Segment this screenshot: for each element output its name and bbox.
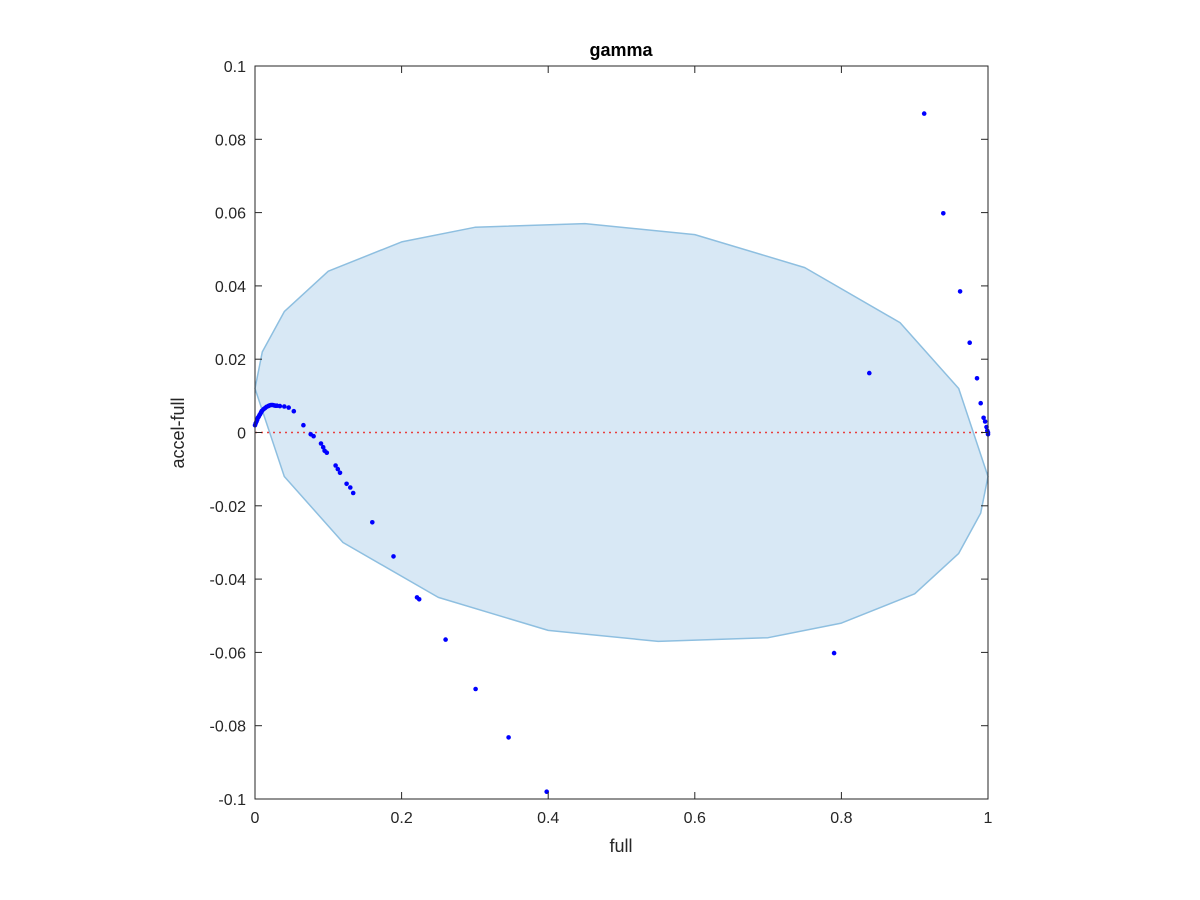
data-point — [506, 735, 511, 740]
y-tick-label: -0.08 — [210, 719, 247, 736]
data-point — [957, 289, 963, 294]
data-point — [974, 376, 980, 381]
x-axis-label: full — [609, 836, 632, 856]
chart-title: gamma — [589, 40, 653, 60]
data-point — [443, 637, 448, 642]
data-point — [978, 400, 983, 406]
data-point — [335, 466, 341, 472]
data-point — [301, 422, 306, 428]
data-point — [337, 470, 343, 476]
data-point — [982, 419, 988, 424]
x-tick-label: 0.8 — [830, 810, 852, 827]
data-point — [291, 408, 297, 414]
x-tick-label: 1 — [984, 810, 993, 827]
x-tick-label: 0.4 — [537, 810, 559, 827]
data-point — [473, 686, 478, 692]
y-axis-label: accel-full — [168, 397, 188, 468]
y-tick-label: 0.08 — [215, 132, 246, 149]
y-tick-label: -0.02 — [210, 499, 247, 516]
x-tick-label: 0 — [251, 810, 260, 827]
data-point — [350, 490, 356, 496]
data-point — [391, 554, 396, 559]
data-point — [320, 444, 326, 450]
data-point — [967, 340, 972, 346]
y-tick-label: -0.1 — [218, 792, 246, 809]
data-point — [867, 370, 872, 376]
y-tick-label: 0.06 — [215, 206, 246, 223]
data-point — [324, 450, 330, 456]
y-tick-label: -0.06 — [210, 645, 247, 662]
x-tick-label: 0.2 — [390, 810, 412, 827]
data-point — [282, 404, 287, 409]
data-point — [370, 520, 375, 525]
y-tick-label: 0 — [237, 426, 246, 443]
y-tick-label: 0.04 — [215, 279, 246, 296]
data-point — [286, 405, 292, 410]
data-point — [277, 403, 283, 409]
data-point — [348, 485, 353, 490]
data-point — [318, 441, 324, 446]
data-point — [981, 415, 986, 421]
data-point — [921, 111, 927, 116]
data-point — [344, 481, 349, 487]
data-point — [311, 433, 316, 439]
data-point — [831, 650, 837, 656]
data-point — [941, 211, 946, 216]
data-point — [416, 597, 422, 602]
plot-area: 0 0.2 0.4 0.6 0.8 1 -0.1 -0.08 -0.06 -0.04 -0.02 0 0… — [210, 59, 993, 827]
data-point — [333, 463, 338, 468]
y-tick-label: 0.1 — [224, 59, 246, 76]
y-tick-label: 0.02 — [215, 352, 246, 369]
y-tick-label: -0.04 — [210, 572, 247, 589]
x-tick-label: 0.6 — [684, 810, 706, 827]
